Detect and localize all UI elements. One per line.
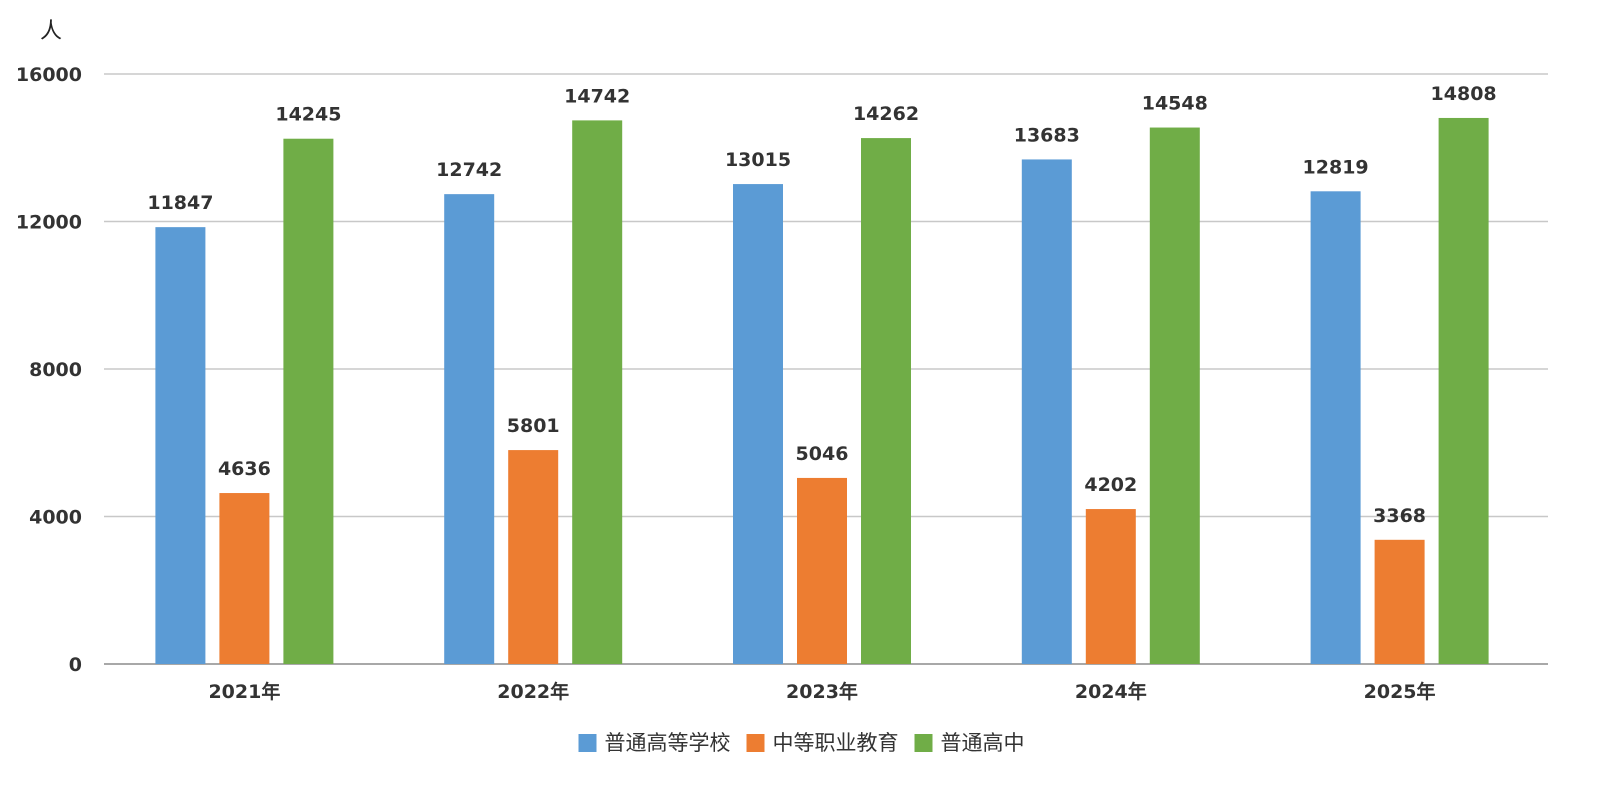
y-tick-label: 12000 bbox=[16, 212, 82, 234]
data-label: 3368 bbox=[1373, 505, 1426, 527]
legend-swatch bbox=[914, 734, 933, 752]
bar-1-1 bbox=[155, 227, 206, 664]
legend-item: 普通高等学校 bbox=[578, 731, 731, 755]
data-label: 13015 bbox=[725, 149, 791, 171]
bar-1-5 bbox=[1310, 191, 1361, 664]
legend-swatch bbox=[578, 734, 597, 752]
bars bbox=[155, 117, 1489, 665]
legend-swatch bbox=[746, 734, 765, 752]
bar-2-5 bbox=[1374, 539, 1425, 664]
bar-1-2 bbox=[444, 194, 495, 665]
data-label: 12742 bbox=[436, 159, 502, 181]
legend-label: 普通高等学校 bbox=[605, 731, 731, 755]
x-tick-label: 2024年 bbox=[1075, 680, 1147, 703]
bar-2-2 bbox=[508, 450, 559, 664]
bar-2-3 bbox=[797, 477, 847, 664]
data-label: 14262 bbox=[853, 103, 919, 125]
y-tick-label: 0 bbox=[69, 654, 82, 676]
data-label: 14742 bbox=[564, 85, 630, 107]
x-tick-label: 2025年 bbox=[1364, 680, 1436, 703]
bar-3-5 bbox=[1438, 117, 1489, 664]
y-tick-label: 16000 bbox=[16, 64, 82, 86]
data-label: 5801 bbox=[507, 415, 560, 437]
data-labels: 11847 4636 14245 12742 5801 14742 13015 5046 142… bbox=[147, 83, 1496, 527]
bar-3-3 bbox=[861, 138, 911, 664]
bar-3-1 bbox=[283, 138, 334, 664]
x-axis-ticks: 2021年 2022年 2023年 2024年 2025年 bbox=[208, 680, 1435, 703]
data-label: 14548 bbox=[1142, 93, 1208, 115]
x-tick-label: 2022年 bbox=[497, 680, 569, 703]
data-label: 13683 bbox=[1014, 124, 1080, 146]
y-tick-label: 4000 bbox=[29, 507, 82, 529]
data-label: 11847 bbox=[147, 192, 213, 214]
legend-label: 中等职业教育 bbox=[773, 731, 899, 755]
legend: 普通高等学校 中等职业教育 普通高中 bbox=[578, 731, 1025, 755]
y-axis-label: 人 bbox=[40, 19, 62, 44]
data-label: 12819 bbox=[1303, 156, 1369, 178]
bar-1-3 bbox=[733, 184, 783, 664]
legend-label: 普通高中 bbox=[941, 731, 1025, 755]
data-label: 14245 bbox=[275, 104, 341, 126]
bar-3-4 bbox=[1149, 127, 1200, 665]
y-axis-ticks: 0 4000 8000 12000 16000 bbox=[16, 64, 82, 676]
legend-item: 普通高中 bbox=[914, 731, 1025, 755]
bar-1-4 bbox=[1021, 159, 1072, 664]
bar-3-2 bbox=[572, 120, 623, 665]
x-tick-label: 2023年 bbox=[786, 680, 858, 703]
data-label: 4636 bbox=[218, 458, 271, 480]
data-label: 4202 bbox=[1084, 474, 1137, 496]
y-tick-label: 8000 bbox=[29, 359, 82, 381]
x-tick-label: 2021年 bbox=[208, 680, 280, 703]
data-label: 14808 bbox=[1431, 83, 1497, 105]
bar-2-4 bbox=[1085, 509, 1136, 664]
legend-item: 中等职业教育 bbox=[746, 731, 899, 755]
bar-2-1 bbox=[219, 493, 270, 664]
data-label: 5046 bbox=[796, 443, 849, 465]
